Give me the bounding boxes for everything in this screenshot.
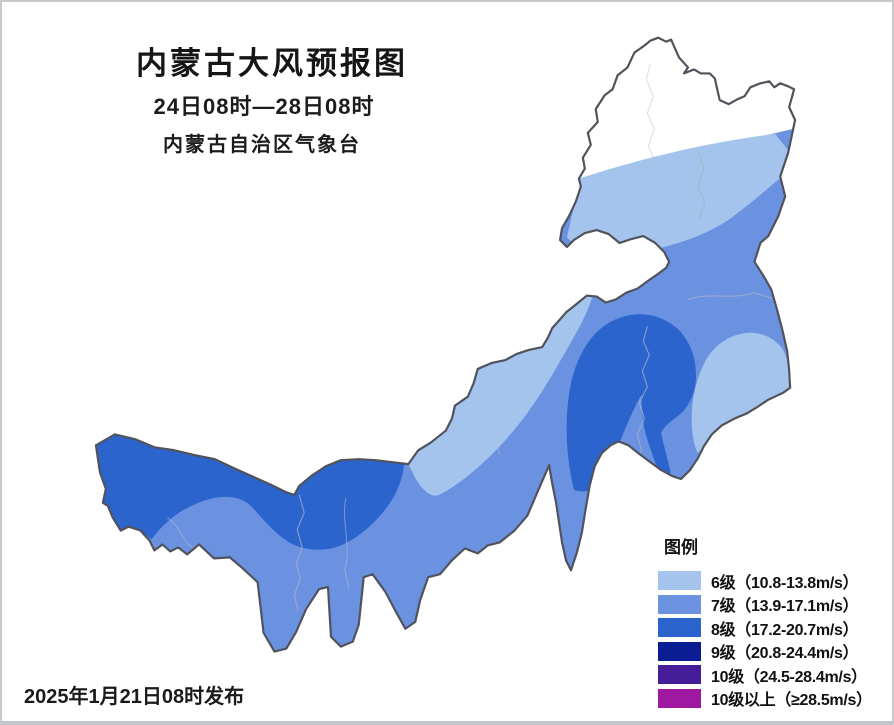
issue-date: 2025年1月21日08时发布 bbox=[24, 686, 245, 708]
legend-label-level10: 10级（24.5-28.4m/s） bbox=[711, 668, 867, 686]
legend-title: 图例 bbox=[664, 538, 698, 557]
legend-row-level6: 6级（10.8-13.8m/s） bbox=[658, 571, 892, 592]
legend-label-level10plus: 10级以上（≥28.5m/s） bbox=[711, 692, 872, 709]
legend-label-level7: 7级（13.9-17.1m/s） bbox=[711, 598, 859, 615]
wind-zone-level8-central bbox=[566, 314, 697, 492]
legend-row-level10: 10级（24.5-28.4m/s） bbox=[658, 665, 892, 686]
wind-zone-level6-southeast bbox=[691, 332, 791, 454]
legend-row-level10plus: 10级以上（≥28.5m/s） bbox=[658, 688, 892, 709]
legend-swatch-level7 bbox=[658, 594, 701, 614]
legend-swatch-level9 bbox=[658, 641, 701, 661]
legend-swatch-level8 bbox=[658, 618, 701, 637]
legend: 图例 6级（10.8-13.8m/s） 7级（13.9-17.1m/s） 8级（… bbox=[658, 533, 892, 712]
legend-swatch-level10 bbox=[658, 665, 701, 684]
agency-name: 内蒙古自治区气象台 bbox=[163, 134, 361, 156]
page-title: 内蒙古大风预报图 bbox=[136, 46, 408, 81]
legend-label-level9: 9级（20.8-24.4m/s） bbox=[711, 645, 859, 662]
legend-swatch-level10plus bbox=[658, 688, 701, 708]
legend-label-level6: 6级（10.8-13.8m/s） bbox=[711, 574, 859, 592]
wind-zone-level6-northeast bbox=[566, 133, 790, 253]
legend-row-level7: 7级（13.9-17.1m/s） bbox=[658, 594, 892, 615]
legend-row-level9: 9级（20.8-24.4m/s） bbox=[658, 641, 892, 662]
legend-row-level8: 8级（17.2-20.7m/s） bbox=[658, 618, 892, 639]
province-outline bbox=[94, 36, 797, 653]
legend-label-level8: 8级（17.2-20.7m/s） bbox=[711, 621, 859, 639]
legend-swatch-level6 bbox=[658, 571, 701, 590]
forecast-time-range: 24日08时—28日08时 bbox=[153, 94, 375, 119]
wind-zone-level6-central bbox=[408, 291, 594, 496]
wind-zone-level8-west bbox=[95, 434, 405, 550]
